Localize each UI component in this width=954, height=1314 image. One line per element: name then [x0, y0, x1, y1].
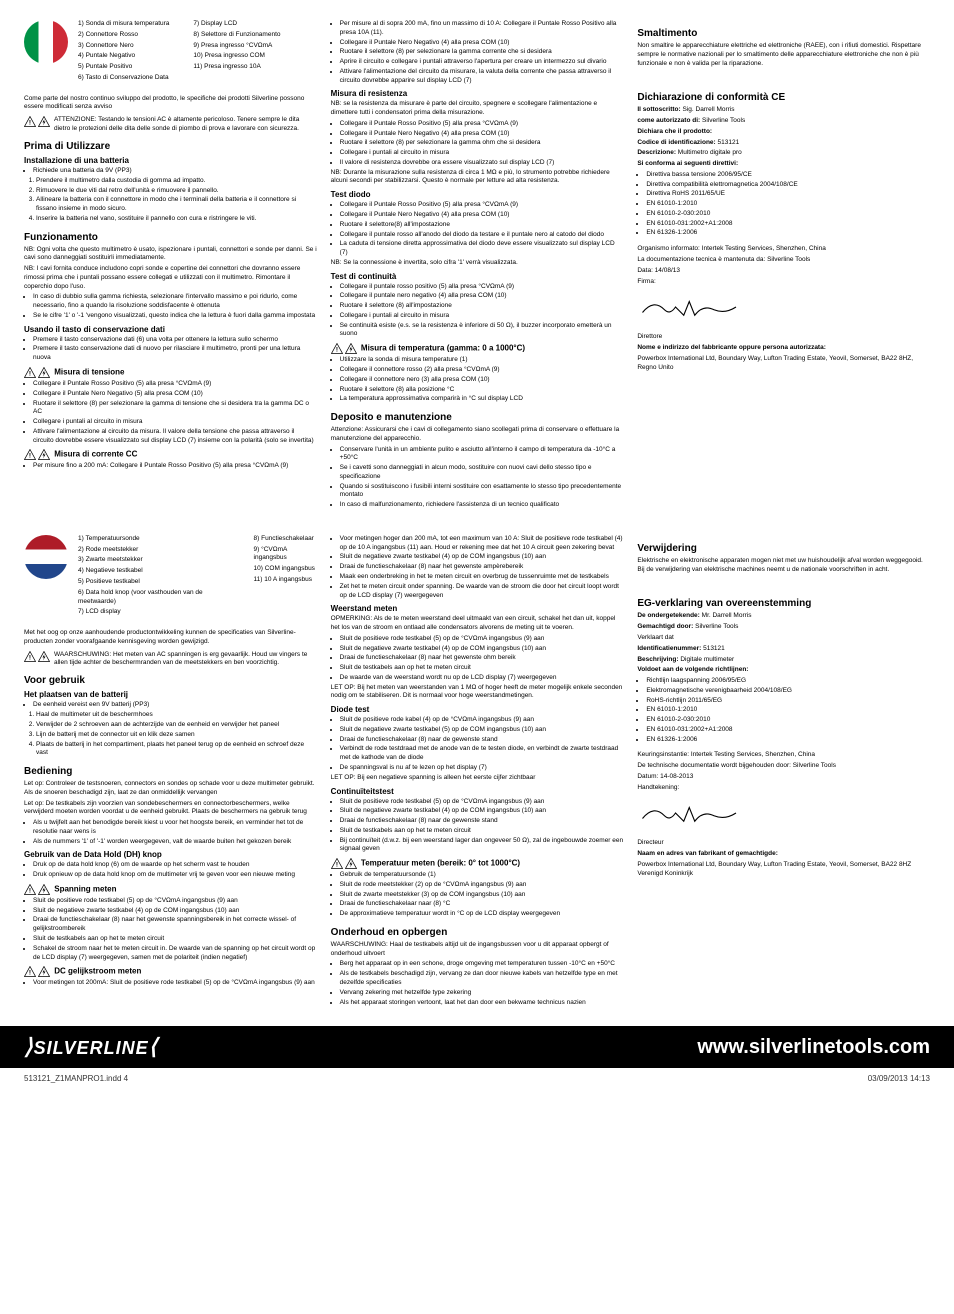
signature-icon — [637, 292, 930, 327]
warning-icon: ! — [331, 343, 343, 354]
warning-icon: ! — [331, 858, 343, 869]
it-intro: Come parte del nostro continuo sviluppo … — [24, 95, 317, 113]
it-legend: 1) Sonda di misura temperatura2) Connett… — [78, 20, 280, 85]
voltage-icon — [345, 858, 357, 869]
dutch-section: 1) Temperatuursonde2) Rode meetstekker3)… — [24, 535, 930, 1008]
nl-col1: 1) Temperatuursonde2) Rode meetstekker3)… — [24, 535, 317, 1008]
footer-url: www.silverlinetools.com — [697, 1036, 930, 1059]
nl-col2: Voor metingen hoger dan 200 mA, tot een … — [331, 535, 624, 1008]
voltage-icon — [38, 651, 50, 662]
doc-filename: 513121_Z1MANPRO1.indd 4 — [24, 1074, 128, 1083]
svg-text:!: ! — [29, 887, 31, 894]
it-col2: Per misure al di sopra 200 mA, fino un m… — [331, 20, 624, 511]
silverline-logo: ⟩SILVERLINE⟨ — [24, 1034, 158, 1060]
svg-text:!: ! — [29, 970, 31, 977]
signature-icon — [637, 798, 930, 833]
lang-header-it: 1) Sonda di misura temperatura2) Connett… — [24, 20, 317, 85]
h-dc: ! Misura di corrente CC — [24, 449, 317, 460]
h-volt: ! Misura di tensione — [24, 367, 317, 378]
svg-text:!: ! — [29, 654, 31, 661]
svg-text:!: ! — [336, 347, 338, 354]
warning-icon: ! — [24, 966, 36, 977]
h-func: Funzionamento — [24, 232, 317, 243]
page: 1) Sonda di misura temperatura2) Connett… — [0, 0, 954, 1008]
h-dh: Usando il tasto di conservazione dati — [24, 325, 317, 334]
it-warn1: ! ATTENZIONE: Testando le tensioni AC è … — [24, 116, 317, 133]
footer: ⟩SILVERLINE⟨ www.silverlinetools.com — [0, 1026, 954, 1068]
lang-header-nl: 1) Temperatuursonde2) Rode meetstekker3)… — [24, 535, 317, 619]
warning-icon: ! — [24, 116, 36, 127]
warning-icon: ! — [24, 884, 36, 895]
italian-section: 1) Sonda di misura temperatura2) Connett… — [24, 20, 930, 511]
voltage-icon — [38, 367, 50, 378]
warning-icon: ! — [24, 651, 36, 662]
voltage-icon — [38, 966, 50, 977]
svg-text:!: ! — [29, 453, 31, 460]
voltage-icon — [38, 449, 50, 460]
doc-meta: 513121_Z1MANPRO1.indd 4 03/09/2013 14:13 — [0, 1068, 954, 1093]
h-install: Installazione di una batteria — [24, 156, 317, 165]
svg-text:!: ! — [29, 371, 31, 378]
svg-text:!: ! — [29, 120, 31, 127]
flag-it-icon — [24, 20, 68, 64]
flag-nl-icon — [24, 535, 68, 579]
nl-col3: Verwijdering Elektrische en elektronisch… — [637, 535, 930, 1008]
it-col1: 1) Sonda di misura temperatura2) Connett… — [24, 20, 317, 511]
svg-text:!: ! — [336, 862, 338, 869]
voltage-icon — [38, 116, 50, 127]
nl-legend: 1) Temperatuursonde2) Rode meetstekker3)… — [78, 535, 317, 619]
voltage-icon — [38, 884, 50, 895]
h-before: Prima di Utilizzare — [24, 141, 317, 152]
it-col3: Smaltimento Non smaltire le apparecchiat… — [637, 20, 930, 511]
nl-warn1: ! WAARSCHUWING: Het meten van AC spannin… — [24, 651, 317, 668]
doc-timestamp: 03/09/2013 14:13 — [868, 1074, 930, 1083]
warning-icon: ! — [24, 367, 36, 378]
warning-icon: ! — [24, 449, 36, 460]
voltage-icon — [345, 343, 357, 354]
